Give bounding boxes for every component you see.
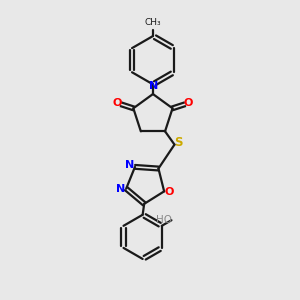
Text: N: N <box>149 81 158 91</box>
Text: O: O <box>184 98 193 108</box>
Text: N: N <box>116 184 125 194</box>
Text: O: O <box>113 98 122 108</box>
Text: N: N <box>125 160 134 170</box>
Text: HO: HO <box>156 215 172 225</box>
Text: CH₃: CH₃ <box>145 18 161 27</box>
Text: O: O <box>165 187 174 197</box>
Text: S: S <box>174 136 183 149</box>
